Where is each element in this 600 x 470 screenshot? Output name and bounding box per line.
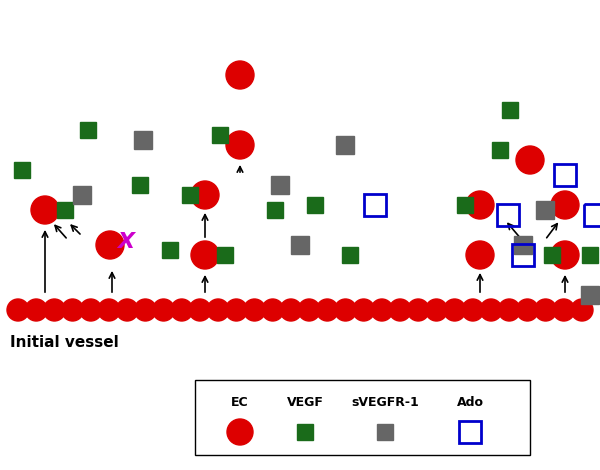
Bar — [502, 102, 518, 118]
Circle shape — [389, 299, 411, 321]
Circle shape — [226, 61, 254, 89]
Circle shape — [553, 299, 575, 321]
Circle shape — [571, 299, 593, 321]
Bar — [554, 164, 576, 186]
Circle shape — [191, 181, 219, 209]
Circle shape — [480, 299, 502, 321]
Circle shape — [551, 241, 579, 269]
Circle shape — [62, 299, 83, 321]
Circle shape — [535, 299, 557, 321]
Circle shape — [189, 299, 211, 321]
Bar — [132, 177, 148, 193]
Bar — [342, 247, 358, 263]
Bar — [182, 187, 198, 203]
Text: VEGF: VEGF — [287, 395, 323, 408]
Text: sVEGFR-1: sVEGFR-1 — [351, 395, 419, 408]
Circle shape — [152, 299, 175, 321]
Circle shape — [244, 299, 266, 321]
Bar — [457, 197, 473, 213]
Circle shape — [517, 299, 538, 321]
Circle shape — [226, 131, 254, 159]
Bar — [297, 424, 313, 440]
Circle shape — [551, 191, 579, 219]
Bar — [14, 162, 30, 178]
Circle shape — [226, 299, 247, 321]
Bar — [212, 127, 228, 143]
Bar — [267, 202, 283, 218]
Bar — [162, 242, 178, 258]
Circle shape — [207, 299, 229, 321]
Circle shape — [462, 299, 484, 321]
Bar — [584, 204, 600, 226]
Circle shape — [262, 299, 284, 321]
Circle shape — [466, 191, 494, 219]
Circle shape — [227, 419, 253, 445]
Circle shape — [7, 299, 29, 321]
Text: X: X — [118, 232, 134, 252]
Bar — [459, 421, 481, 443]
Bar — [80, 122, 96, 138]
Circle shape — [43, 299, 65, 321]
Circle shape — [116, 299, 138, 321]
Circle shape — [443, 299, 466, 321]
Circle shape — [280, 299, 302, 321]
Text: Ado: Ado — [457, 395, 484, 408]
Bar — [364, 194, 386, 216]
Bar — [582, 247, 598, 263]
Bar — [217, 247, 233, 263]
Circle shape — [316, 299, 338, 321]
Bar — [57, 202, 73, 218]
Circle shape — [31, 196, 59, 224]
Circle shape — [298, 299, 320, 321]
Circle shape — [516, 146, 544, 174]
Circle shape — [425, 299, 448, 321]
Circle shape — [498, 299, 520, 321]
Circle shape — [80, 299, 102, 321]
Bar — [544, 247, 560, 263]
Bar — [512, 244, 534, 266]
Circle shape — [371, 299, 393, 321]
Bar — [307, 197, 323, 213]
Circle shape — [191, 241, 219, 269]
Text: EC: EC — [231, 395, 249, 408]
Circle shape — [466, 241, 494, 269]
Circle shape — [25, 299, 47, 321]
Bar — [492, 142, 508, 158]
Text: Initial vessel: Initial vessel — [10, 335, 119, 350]
Circle shape — [353, 299, 374, 321]
Circle shape — [98, 299, 120, 321]
Bar — [497, 204, 519, 226]
Circle shape — [171, 299, 193, 321]
Bar — [195, 380, 530, 455]
Circle shape — [334, 299, 356, 321]
Circle shape — [96, 231, 124, 259]
Circle shape — [407, 299, 429, 321]
Circle shape — [134, 299, 157, 321]
